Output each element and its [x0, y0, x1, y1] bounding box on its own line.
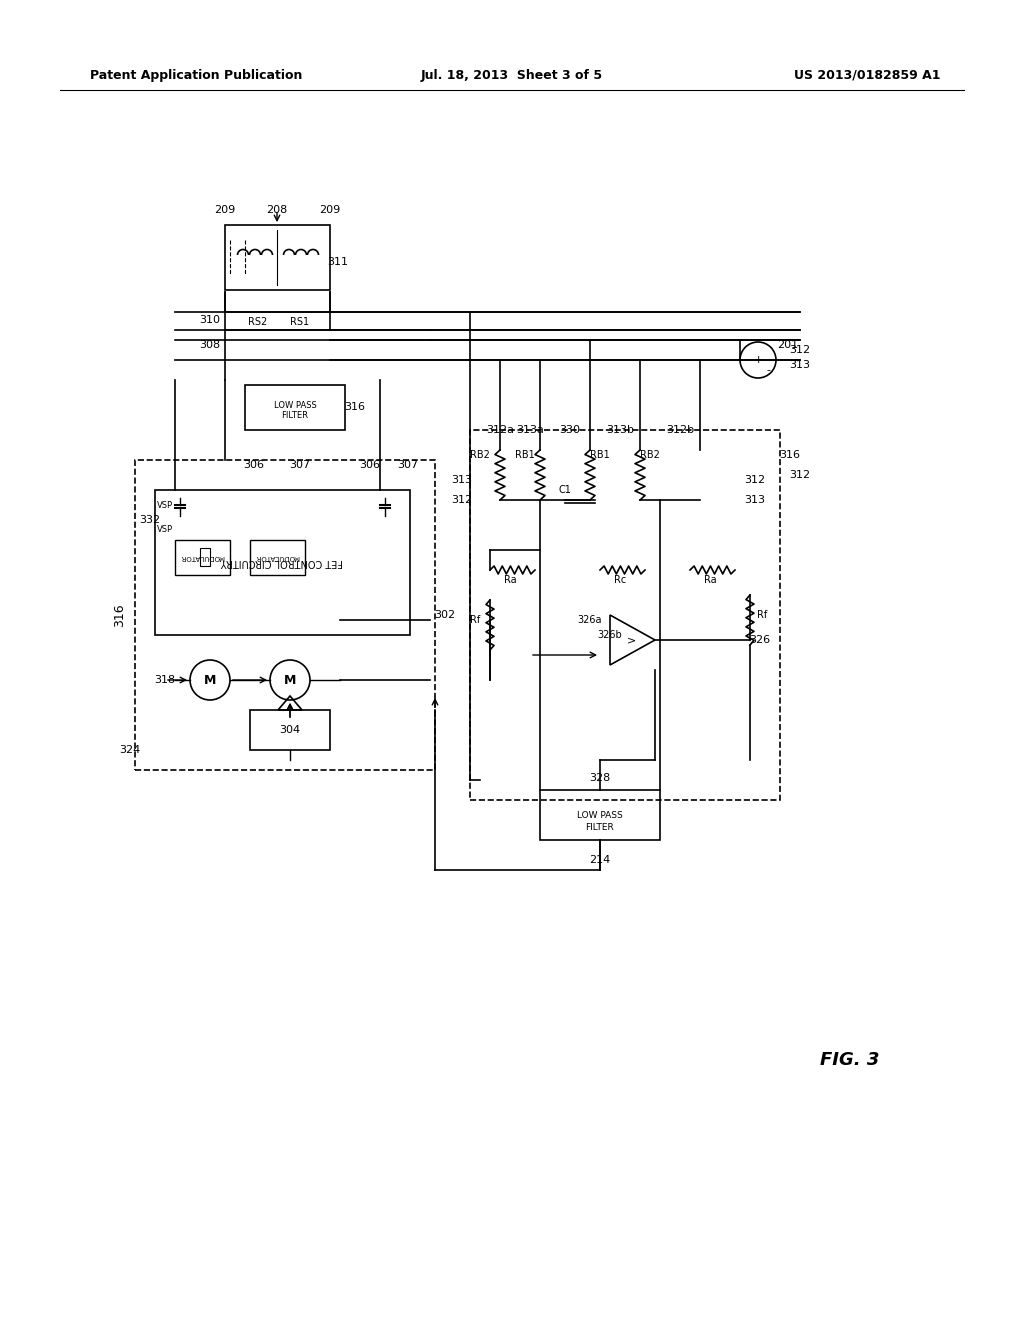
Bar	[250, 540, 305, 576]
Text: Ra: Ra	[504, 576, 516, 585]
Text: 313: 313	[452, 475, 472, 484]
Text: FET CONTROL CIRCUITRY: FET CONTROL CIRCUITRY	[221, 557, 343, 568]
Text: 302: 302	[434, 610, 456, 620]
Bar	[245, 385, 345, 430]
Text: FILTER: FILTER	[282, 411, 308, 420]
Text: 318: 318	[154, 675, 175, 685]
Text: 209: 209	[214, 205, 236, 215]
Text: 313b: 313b	[606, 425, 634, 436]
Text: MODULATOR: MODULATOR	[180, 554, 224, 560]
Text: RS1: RS1	[291, 317, 309, 327]
Text: LOW PASS: LOW PASS	[578, 810, 623, 820]
Text: RB2: RB2	[470, 450, 490, 459]
Text: 214: 214	[590, 855, 610, 865]
Text: 330: 330	[559, 425, 581, 436]
Text: 208: 208	[266, 205, 288, 215]
Text: -: -	[766, 366, 770, 375]
Text: RB1: RB1	[515, 450, 535, 459]
Text: Ra: Ra	[703, 576, 717, 585]
Text: VSP: VSP	[157, 525, 173, 535]
Text: 312: 312	[790, 470, 811, 480]
Bar	[540, 789, 660, 840]
Text: 310: 310	[200, 315, 220, 325]
Text: 306: 306	[244, 459, 264, 470]
Text: 308: 308	[200, 341, 220, 350]
Text: 311: 311	[328, 257, 348, 267]
Text: Rc: Rc	[613, 576, 626, 585]
Text: 316: 316	[114, 603, 127, 627]
Text: 306: 306	[359, 459, 381, 470]
Text: 313: 313	[790, 360, 811, 370]
Text: +: +	[754, 355, 763, 366]
Text: VSP: VSP	[157, 500, 173, 510]
Text: 313a: 313a	[516, 425, 544, 436]
Bar	[155, 490, 410, 635]
Bar	[225, 224, 330, 290]
Text: US 2013/0182859 A1: US 2013/0182859 A1	[794, 69, 940, 82]
Text: RS2: RS2	[249, 317, 267, 327]
Text: RB2: RB2	[640, 450, 659, 459]
Text: LOW PASS: LOW PASS	[273, 400, 316, 409]
Text: 326a: 326a	[578, 615, 602, 624]
Text: Rf: Rf	[470, 615, 480, 624]
Text: >: >	[628, 635, 637, 645]
Text: 316: 316	[779, 450, 801, 459]
Text: 328: 328	[590, 774, 610, 783]
Text: C1: C1	[558, 484, 571, 495]
Text: 332: 332	[139, 515, 161, 525]
Text: 326b: 326b	[598, 630, 623, 640]
Text: 201: 201	[777, 341, 799, 350]
Text: RB1: RB1	[590, 450, 610, 459]
Text: Patent Application Publication: Patent Application Publication	[90, 69, 302, 82]
Text: 312: 312	[790, 345, 811, 355]
Bar	[200, 548, 210, 566]
Bar	[175, 540, 230, 576]
Text: 312a: 312a	[486, 425, 514, 436]
Text: 209: 209	[319, 205, 341, 215]
Text: 316: 316	[344, 403, 366, 412]
Text: 326: 326	[750, 635, 771, 645]
Text: Rf: Rf	[757, 610, 767, 620]
Text: 312: 312	[452, 495, 472, 506]
Text: 312: 312	[744, 475, 766, 484]
Text: 304: 304	[280, 725, 301, 735]
Bar	[250, 710, 330, 750]
Bar	[470, 430, 780, 800]
Text: FIG. 3: FIG. 3	[820, 1051, 880, 1069]
Text: 312b: 312b	[666, 425, 694, 436]
Text: 324: 324	[120, 744, 140, 755]
Text: M: M	[204, 673, 216, 686]
Bar	[135, 459, 435, 770]
Text: M: M	[284, 673, 296, 686]
Text: 307: 307	[290, 459, 310, 470]
Text: 307: 307	[397, 459, 419, 470]
Text: MODULATOR: MODULATOR	[255, 554, 299, 560]
Text: FILTER: FILTER	[586, 824, 614, 833]
Text: 313: 313	[744, 495, 766, 506]
Text: Jul. 18, 2013  Sheet 3 of 5: Jul. 18, 2013 Sheet 3 of 5	[421, 69, 603, 82]
